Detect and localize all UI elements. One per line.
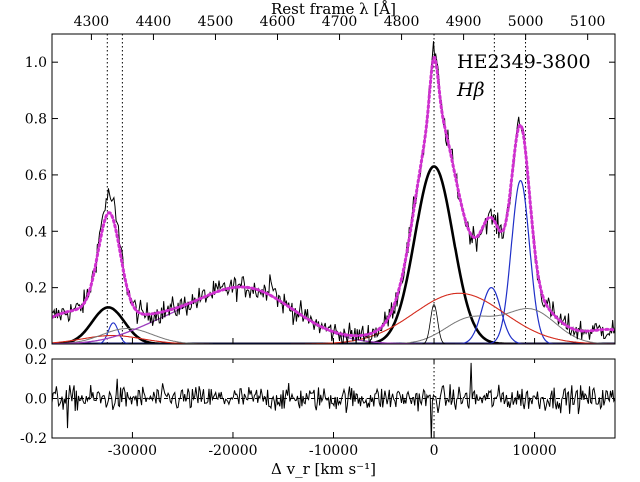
residual-y-tick-label: -0.2 bbox=[20, 431, 47, 447]
upper-panel: 0.0 0.2 0.4 0.6 0.8 1.0 4300 4400 4500 4600 4700 48… bbox=[25, 0, 616, 353]
y-tick-label: 1.0 bbox=[25, 55, 47, 71]
object-name-label: HE2349-3800 bbox=[457, 51, 591, 73]
x-tick-label: 0 bbox=[430, 443, 439, 459]
x-tick-label: -30000 bbox=[108, 443, 157, 459]
residual-line bbox=[52, 362, 615, 438]
top-axis-title: Rest frame λ [Å] bbox=[271, 0, 396, 18]
y-tick-label: 0.0 bbox=[25, 337, 47, 353]
top-tick-label: 4800 bbox=[384, 14, 420, 30]
residual-plot-area bbox=[52, 359, 615, 438]
component-curve bbox=[52, 308, 615, 344]
upper-plot-area bbox=[52, 34, 615, 344]
y-tick-label: 0.6 bbox=[25, 168, 47, 184]
line-name-label: Hβ bbox=[456, 79, 485, 101]
x-tick-label: 10000 bbox=[512, 443, 557, 459]
top-tick-label: 4900 bbox=[446, 14, 482, 30]
y-tick-label: 0.4 bbox=[25, 224, 47, 240]
component-curve bbox=[52, 306, 615, 344]
y-tick-label: 0.2 bbox=[25, 281, 47, 297]
top-tick-label: 4600 bbox=[260, 14, 296, 30]
residual-y-tick-label: 0.2 bbox=[25, 352, 47, 368]
top-tick-label: 4700 bbox=[322, 14, 358, 30]
y-tick-label: 0.8 bbox=[25, 112, 47, 128]
residual-y-tick-label: 0.0 bbox=[25, 392, 47, 408]
component-curve bbox=[52, 179, 615, 344]
upper-frame bbox=[51, 33, 616, 345]
residual-panel: -0.2 0.0 0.2 -30000 -20000 -10000 0 10000 Δ v_r … bbox=[20, 352, 616, 478]
top-tick-label: 4300 bbox=[74, 14, 110, 30]
top-tick-label: 5100 bbox=[570, 14, 606, 30]
x-tick-label: -20000 bbox=[208, 443, 257, 459]
x-tick-label: -10000 bbox=[309, 443, 358, 459]
top-tick-label: 4500 bbox=[198, 14, 234, 30]
x-axis-title: Δ v_r [km s⁻¹] bbox=[271, 460, 376, 478]
model-fit-line bbox=[52, 55, 615, 338]
top-tick-label: 4400 bbox=[136, 14, 172, 30]
top-tick-label: 5000 bbox=[508, 14, 544, 30]
